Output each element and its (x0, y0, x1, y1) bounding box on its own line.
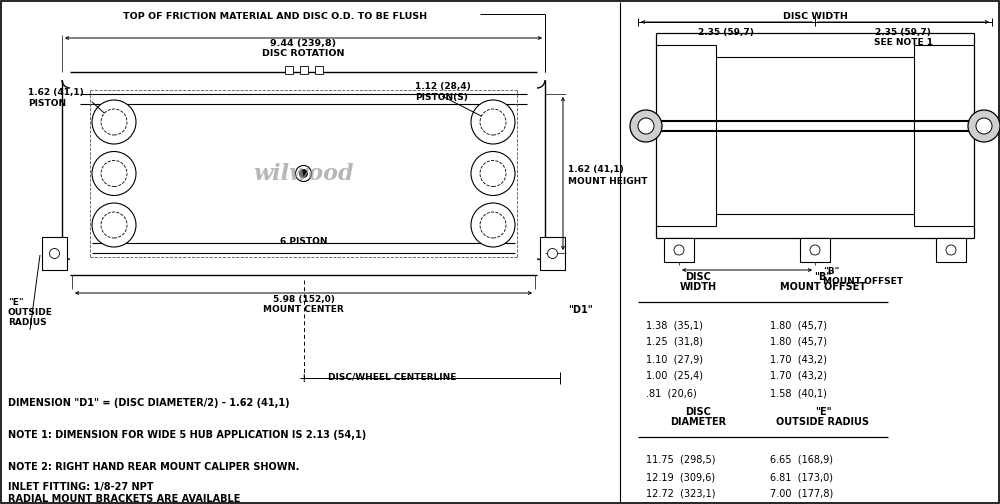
Text: DISC/WHEEL CENTERLINE: DISC/WHEEL CENTERLINE (328, 373, 457, 382)
Bar (800, 238, 830, 262)
Circle shape (92, 203, 136, 247)
Circle shape (101, 109, 127, 135)
Circle shape (296, 165, 312, 181)
Text: 1.80  (45,7): 1.80 (45,7) (770, 337, 827, 347)
Text: 5.98 (152,0): 5.98 (152,0) (273, 295, 334, 304)
Text: .81  (20,6): .81 (20,6) (646, 388, 697, 398)
Text: MOUNT CENTER: MOUNT CENTER (263, 305, 344, 314)
Text: TOP OF FRICTION MATERIAL AND DISC O.D. TO BE FLUSH: TOP OF FRICTION MATERIAL AND DISC O.D. T… (123, 12, 427, 21)
Text: RADIAL MOUNT BRACKETS ARE AVAILABLE: RADIAL MOUNT BRACKETS ARE AVAILABLE (8, 494, 240, 504)
Text: 11.75  (298,5): 11.75 (298,5) (646, 455, 716, 465)
Text: 1.80  (45,7): 1.80 (45,7) (770, 320, 827, 330)
Text: DISC ROTATION: DISC ROTATION (262, 49, 345, 58)
Bar (936, 238, 966, 262)
Bar (300, 66, 308, 74)
Text: PISTON: PISTON (28, 99, 66, 108)
Bar (314, 66, 322, 74)
Text: OUTSIDE RADIUS: OUTSIDE RADIUS (776, 417, 870, 427)
Text: MOUNT HEIGHT: MOUNT HEIGHT (568, 177, 648, 186)
Text: 9.44 (239,8): 9.44 (239,8) (270, 39, 337, 48)
Text: 1.10  (27,9): 1.10 (27,9) (646, 354, 703, 364)
Text: "E": "E" (815, 407, 831, 417)
Text: DIAMETER: DIAMETER (670, 417, 726, 427)
Circle shape (101, 160, 127, 186)
Text: wilwood: wilwood (253, 162, 354, 184)
Circle shape (548, 248, 558, 259)
Text: "D1": "D1" (568, 305, 593, 315)
Circle shape (471, 152, 515, 196)
Text: WIDTH: WIDTH (679, 282, 717, 292)
Circle shape (50, 248, 60, 259)
Circle shape (480, 212, 506, 238)
Text: 6.81  (173,0): 6.81 (173,0) (770, 472, 833, 482)
Circle shape (946, 245, 956, 255)
Text: MOUNT OFFSET: MOUNT OFFSET (780, 282, 866, 292)
Text: DISC WIDTH: DISC WIDTH (783, 12, 847, 21)
Circle shape (300, 169, 308, 177)
Text: 7.00  (177,8): 7.00 (177,8) (770, 489, 833, 499)
Text: NOTE 2: RIGHT HAND REAR MOUNT CALIPER SHOWN.: NOTE 2: RIGHT HAND REAR MOUNT CALIPER SH… (8, 462, 299, 472)
Text: 1.62 (41,1): 1.62 (41,1) (568, 165, 624, 174)
Circle shape (638, 118, 654, 134)
Text: 2.35 (59,7): 2.35 (59,7) (698, 28, 754, 37)
Circle shape (92, 152, 136, 196)
Circle shape (471, 203, 515, 247)
Text: "B": "B" (814, 272, 832, 282)
Bar (664, 238, 694, 262)
Text: MOUNT OFFSET: MOUNT OFFSET (823, 277, 903, 286)
Text: 1.70  (43,2): 1.70 (43,2) (770, 371, 827, 381)
Text: 12.72  (323,1): 12.72 (323,1) (646, 489, 716, 499)
Bar (285, 66, 292, 74)
Text: DISC: DISC (685, 407, 711, 417)
Circle shape (92, 100, 136, 144)
Circle shape (976, 118, 992, 134)
Text: 1.38  (35,1): 1.38 (35,1) (646, 320, 703, 330)
Circle shape (810, 245, 820, 255)
Text: SEE NOTE 1: SEE NOTE 1 (874, 38, 932, 47)
Circle shape (101, 212, 127, 238)
Bar (42, 237, 67, 270)
Circle shape (674, 245, 684, 255)
Text: 6 PISTON: 6 PISTON (280, 237, 327, 246)
Circle shape (968, 110, 1000, 142)
Circle shape (630, 110, 662, 142)
Text: 1.00  (25,4): 1.00 (25,4) (646, 371, 703, 381)
Text: 12.19  (309,6): 12.19 (309,6) (646, 472, 715, 482)
Text: 1.25  (31,8): 1.25 (31,8) (646, 337, 703, 347)
Text: "E": "E" (8, 298, 24, 307)
Circle shape (480, 160, 506, 186)
Text: NOTE 1: DIMENSION FOR WIDE 5 HUB APPLICATION IS 2.13 (54,1): NOTE 1: DIMENSION FOR WIDE 5 HUB APPLICA… (8, 430, 366, 440)
Text: DISC: DISC (685, 272, 711, 282)
Text: 1.70  (43,2): 1.70 (43,2) (770, 354, 827, 364)
Text: 1.12 (28,4): 1.12 (28,4) (415, 82, 471, 91)
Circle shape (471, 100, 515, 144)
Text: PISTON(S): PISTON(S) (415, 93, 468, 102)
Text: "B": "B" (823, 267, 839, 276)
Text: 1.62 (41,1): 1.62 (41,1) (28, 88, 84, 97)
Text: DIMENSION "D1" = (DISC DIAMETER/2) - 1.62 (41,1): DIMENSION "D1" = (DISC DIAMETER/2) - 1.6… (8, 398, 290, 408)
Text: 1.58  (40,1): 1.58 (40,1) (770, 388, 827, 398)
Text: OUTSIDE: OUTSIDE (8, 308, 53, 317)
Text: +: + (298, 371, 309, 385)
Text: 2.35 (59,7): 2.35 (59,7) (875, 28, 931, 37)
Text: RADIUS: RADIUS (8, 318, 47, 327)
Circle shape (480, 109, 506, 135)
Text: 6.65  (168,9): 6.65 (168,9) (770, 455, 833, 465)
Text: INLET FITTING: 1/8-27 NPT: INLET FITTING: 1/8-27 NPT (8, 482, 154, 492)
Bar (540, 237, 565, 270)
